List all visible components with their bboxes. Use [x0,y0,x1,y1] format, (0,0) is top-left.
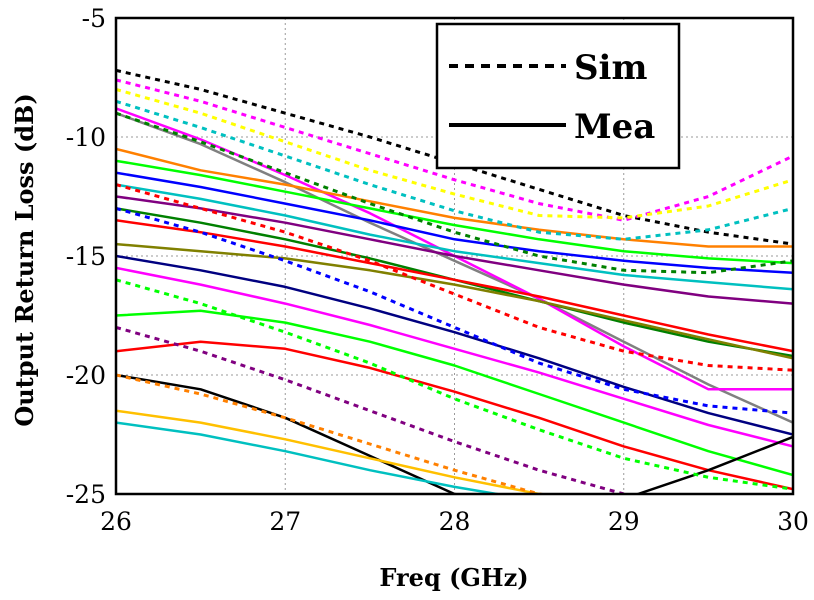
plot-frame [114,16,795,496]
sim-series-line [116,99,793,241]
x-tick-label: 30 [777,507,809,536]
y-axis-title: Output Return Loss (dB) [10,93,39,426]
mea-series-line [116,254,793,436]
x-tick-label: 29 [608,507,640,536]
mea-series-line [116,112,793,424]
x-tick-label: 26 [100,507,132,536]
y-tick-label: -10 [66,123,106,152]
x-tick-label: 27 [269,507,301,536]
mea-series-line [116,183,793,291]
y-tick-label: -5 [82,4,106,33]
mea-series-line [116,195,793,305]
mea-series-line [116,242,793,360]
sim-series-line [116,87,793,220]
mea-series-line [116,266,793,448]
mea-series-line [116,421,505,494]
mea-series-line [116,159,793,265]
y-tick-label: -25 [66,480,106,509]
sim-series-line [116,78,793,222]
mea-series-line [116,309,793,477]
mea-series-line [116,340,793,491]
x-axis-title: Freq (GHz) [379,563,528,592]
legend: Sim Mea [435,22,681,170]
mea-series-line [116,409,549,494]
legend-box [435,22,681,170]
grid-lines [116,18,793,494]
y-tick-label: -20 [66,361,106,390]
tick-labels: 26 27 28 29 30 -5 -10 -15 -20 -25 [66,4,809,536]
legend-mea-label: Mea [574,107,655,147]
mea-series-line [116,219,793,353]
mea-series-line [116,147,793,248]
x-tick-label: 28 [439,507,471,536]
mea-series-line [116,171,793,274]
legend-sim-label: Sim [574,48,647,88]
sim-series-line [116,183,793,372]
y-tick-label: -15 [66,242,106,271]
sim-series-line [116,373,550,494]
mea-series-line [116,373,793,494]
